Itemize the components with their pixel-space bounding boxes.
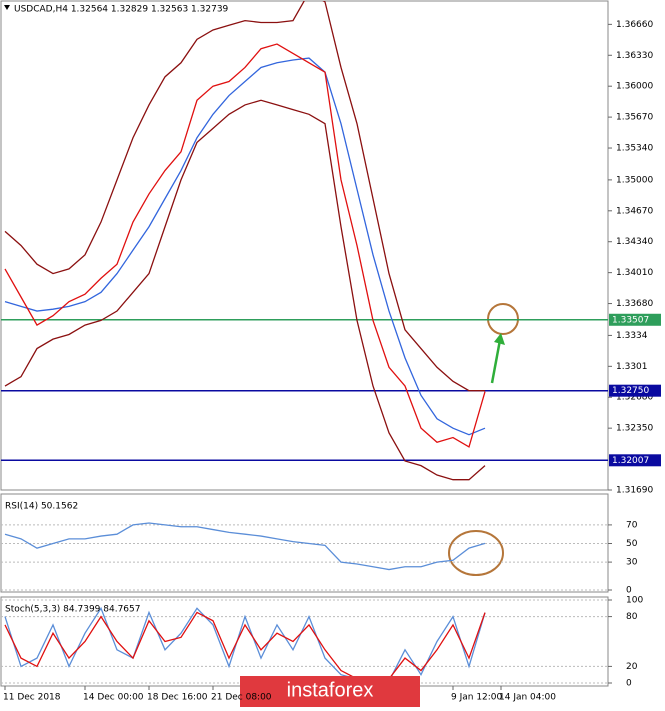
y-tick-label: 20 [626, 662, 638, 672]
y-tick-label: 1.34340 [616, 237, 653, 247]
level-label: 1.32007 [612, 456, 649, 466]
y-tick-label: 1.36330 [616, 51, 653, 61]
y-tick-label: 1.32680 [616, 393, 653, 403]
y-tick-label: 100 [626, 596, 643, 606]
watermark-box [240, 676, 420, 707]
x-tick-label: 18 Dec 16:00 [147, 693, 208, 703]
x-tick-label: 14 Dec 00:00 [83, 693, 144, 703]
series-line [4, 99, 486, 481]
watermark: instaforex [287, 679, 374, 701]
level-label-box [609, 313, 661, 326]
level-label-box [609, 454, 661, 467]
arrow [490, 339, 502, 384]
series-line [4, 522, 486, 571]
series-line [4, 43, 486, 448]
series-line [4, 611, 486, 682]
highlight-circle [448, 530, 504, 576]
y-tick-label: 50 [626, 539, 638, 549]
highlight-circle [487, 303, 519, 335]
panel-title: Stoch(5,3,3) 84.7399 84.7657 [5, 605, 140, 615]
y-tick-label: 80 [626, 612, 638, 622]
y-tick-label: 1.3334 [616, 331, 648, 341]
level-label: 1.32750 [612, 386, 649, 396]
y-tick-label: 0 [626, 586, 632, 596]
y-tick-label: 1.3301 [616, 362, 648, 372]
menu-arrow [4, 5, 10, 10]
y-tick-label: 1.34670 [616, 206, 653, 216]
x-tick-label: 9 Jan 12:00 [451, 693, 503, 703]
x-tick-label: 14 Jan 04:00 [499, 693, 556, 703]
y-tick-label: 1.35000 [616, 175, 653, 185]
level-label: 1.33507 [612, 315, 649, 325]
y-tick-label: 1.32350 [616, 424, 653, 434]
series-line [4, 1, 485, 392]
y-tick-label: 1.36660 [616, 20, 653, 30]
y-tick-label: 0 [626, 679, 632, 689]
x-tick-label: 21 Dec 08:00 [211, 693, 272, 703]
y-tick-label: 1.35340 [616, 144, 653, 154]
panel-title: USDCAD,H4 1.32564 1.32829 1.32563 1.3273… [14, 5, 229, 15]
y-tick-label: 1.36000 [616, 82, 653, 92]
y-tick-label: 1.31690 [616, 486, 653, 496]
arrow-head [494, 333, 505, 345]
panel-title: RSI(14) 50.1562 [5, 502, 78, 512]
x-tick-label: 11 Dec 2018 [3, 693, 61, 703]
series-line [4, 57, 486, 436]
y-tick-label: 1.35670 [616, 113, 653, 123]
y-tick-label: 70 [626, 520, 638, 530]
level-label-box [609, 384, 661, 397]
y-tick-label: 1.33680 [616, 299, 653, 309]
y-tick-label: 1.34010 [616, 268, 653, 278]
price-panel [0, 0, 609, 491]
series-line [4, 606, 486, 684]
y-tick-label: 30 [626, 558, 638, 568]
